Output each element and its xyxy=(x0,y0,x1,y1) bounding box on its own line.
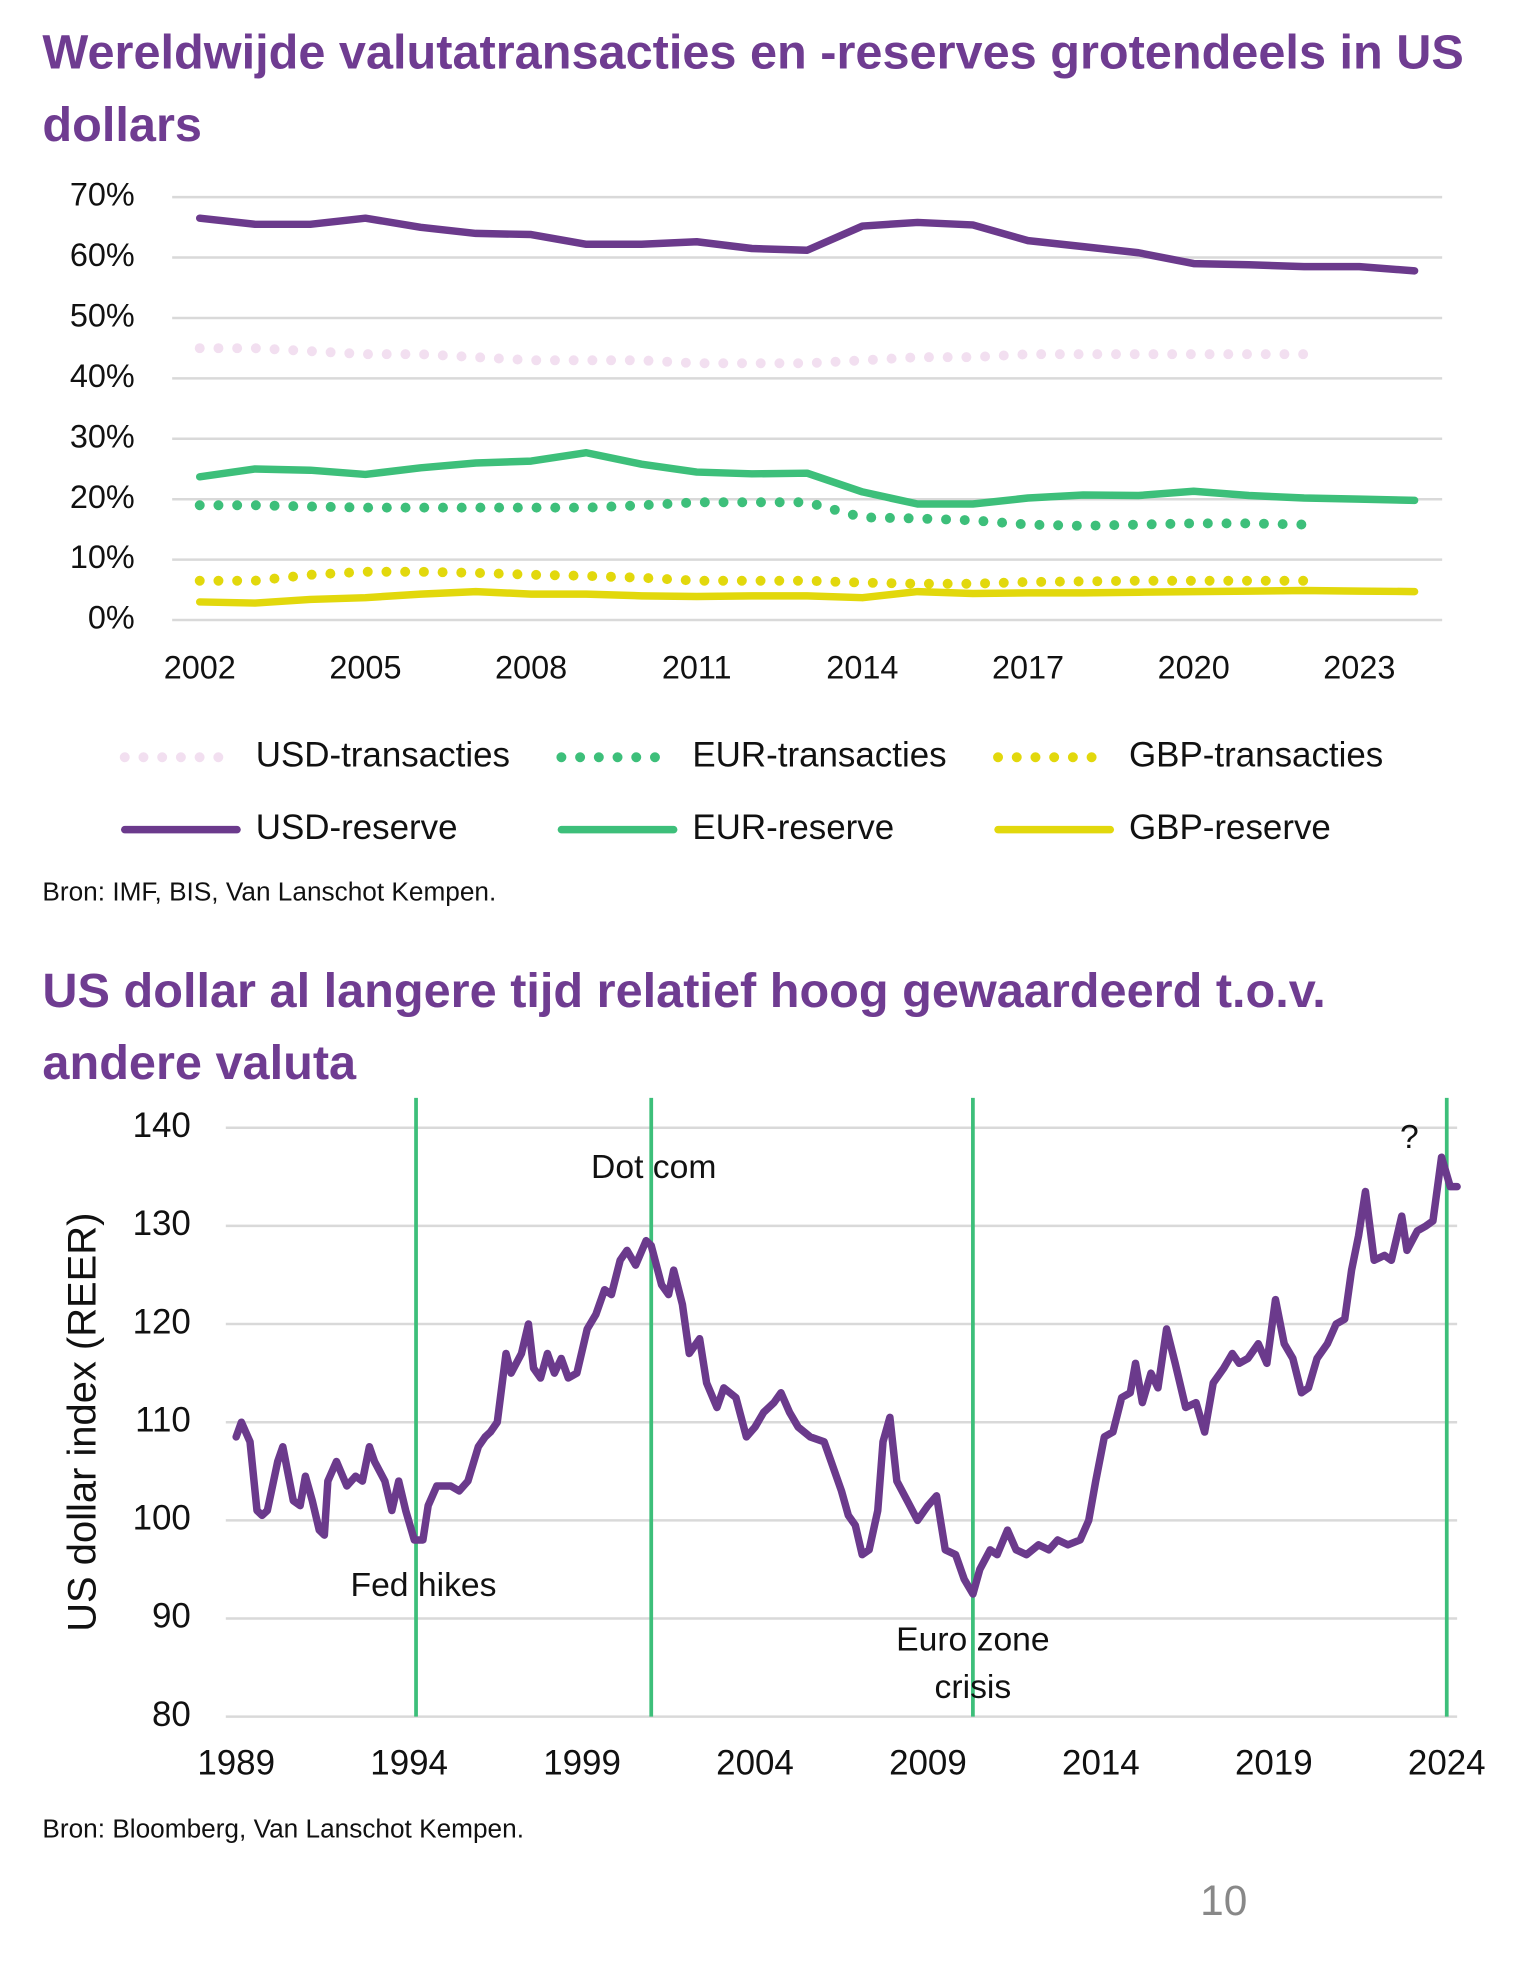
legend-label: USD-reserve xyxy=(256,808,458,847)
data-line xyxy=(195,448,1419,508)
annotation: Euro zone xyxy=(896,1622,1050,1659)
x-tick-label: 1999 xyxy=(543,1744,621,1783)
annotation: Dot com xyxy=(591,1149,716,1186)
y-axis-label: US dollar index (REER) xyxy=(60,1213,104,1632)
y-tick-label: 0% xyxy=(88,600,135,636)
y-tick-label: 50% xyxy=(70,298,135,334)
annotation: crisis xyxy=(935,1669,1012,1706)
y-tick-label: 130 xyxy=(133,1204,191,1243)
x-tick-label: 2005 xyxy=(329,649,401,685)
data-line xyxy=(232,1153,1461,1598)
x-tick-label: 2014 xyxy=(826,649,898,685)
y-tick-label: 100 xyxy=(133,1499,191,1538)
x-tick-label: 1989 xyxy=(197,1744,275,1783)
y-tick-label: 10% xyxy=(70,539,135,575)
x-tick-label: 2017 xyxy=(992,649,1064,685)
y-tick-label: 60% xyxy=(70,237,135,273)
x-tick-label: 2020 xyxy=(1158,649,1230,685)
source-note: Bron: Bloomberg, Van Lanschot Kempen. xyxy=(42,1815,524,1844)
data-line xyxy=(194,566,1310,589)
y-tick-label: 20% xyxy=(70,479,135,515)
legend-label: EUR-reserve xyxy=(692,808,894,847)
x-tick-label: 2024 xyxy=(1408,1744,1486,1783)
y-tick-label: 120 xyxy=(133,1302,191,1341)
data-line xyxy=(194,497,1310,531)
x-tick-label: 1994 xyxy=(370,1744,448,1783)
x-tick-label: 2008 xyxy=(495,649,567,685)
page-number: 10 xyxy=(1200,1877,1248,1925)
x-tick-label: 2004 xyxy=(716,1744,794,1783)
x-tick-label: 2011 xyxy=(662,649,732,685)
source-note: Bron: IMF, BIS, Van Lanschot Kempen. xyxy=(42,878,497,907)
legend-label: GBP-transacties xyxy=(1129,735,1383,774)
data-line xyxy=(195,586,1419,607)
y-tick-label: 80 xyxy=(152,1695,191,1734)
y-tick-label: 140 xyxy=(133,1106,191,1145)
y-tick-label: 70% xyxy=(70,177,135,213)
x-tick-label: 2019 xyxy=(1235,1744,1313,1783)
data-line xyxy=(194,343,1310,369)
annotation: ? xyxy=(1400,1119,1419,1156)
legend-label: GBP-reserve xyxy=(1129,808,1331,847)
y-tick-label: 110 xyxy=(135,1400,191,1439)
chart-title: US dollar al langere tijd relatief hoog … xyxy=(42,964,1326,1091)
y-tick-label: 90 xyxy=(152,1597,191,1636)
annotation: Fed hikes xyxy=(351,1567,497,1604)
x-tick-label: 2014 xyxy=(1062,1744,1140,1783)
chart-title: Wereldwijde valutatransacties en -reserv… xyxy=(42,26,1464,153)
legend-label: USD-transacties xyxy=(256,735,510,774)
x-tick-label: 2023 xyxy=(1323,649,1395,685)
x-tick-label: 2002 xyxy=(164,649,236,685)
legend-label: EUR-transacties xyxy=(692,735,946,774)
y-tick-label: 30% xyxy=(70,418,135,454)
x-tick-label: 2009 xyxy=(889,1744,967,1783)
y-tick-label: 40% xyxy=(70,358,135,394)
data-line xyxy=(195,214,1419,275)
